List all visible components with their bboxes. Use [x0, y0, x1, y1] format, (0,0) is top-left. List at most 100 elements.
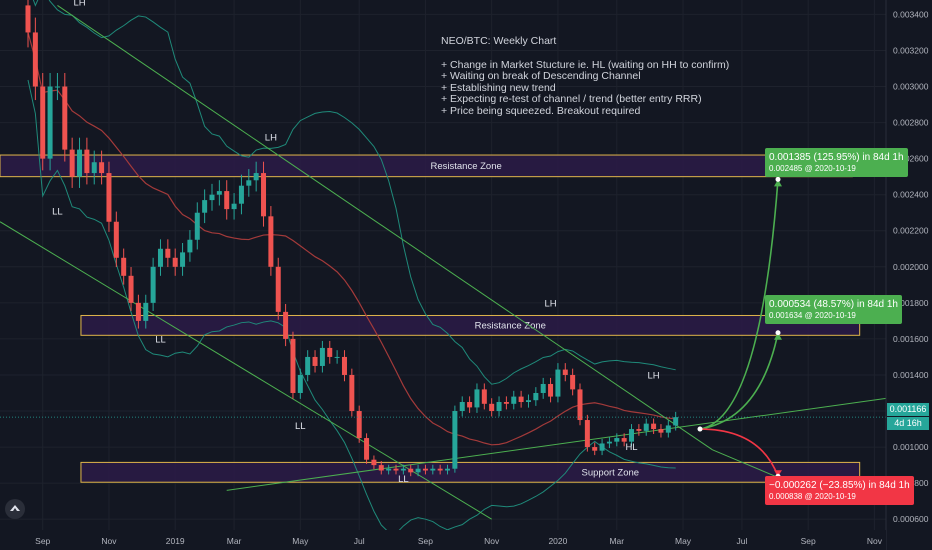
swing-labels: LH LH LL LL LL LL LH LH HL: [52, 0, 660, 485]
candle-body: [386, 468, 392, 471]
candle-body: [364, 438, 370, 460]
candle-body: [194, 212, 200, 240]
candle-body: [143, 302, 149, 321]
candle-body: [187, 239, 193, 253]
candles-layer: [25, 0, 679, 477]
candle-body: [327, 347, 333, 357]
candle-body: [467, 402, 473, 408]
candle-body: [540, 383, 546, 393]
time-tick-label: Nov: [101, 536, 117, 546]
projection-text: 0.001385 (125.95%) in 84d 1h: [769, 152, 904, 163]
candle-body: [246, 180, 252, 186]
time-tick-label: Nov: [867, 536, 883, 546]
candle-body: [305, 356, 311, 375]
projection-box-middle: 0.000534 (48.57%) in 84d 1h 0.001634 @ 2…: [765, 295, 902, 324]
price-tick-label: 0.003000: [893, 82, 929, 92]
tradingview-logo-icon[interactable]: [5, 499, 25, 519]
candle-body: [224, 191, 230, 210]
candle-body: [290, 338, 296, 393]
candle-body: [371, 459, 377, 466]
zone-label: Support Zone: [582, 467, 640, 478]
projection-arrowhead: [774, 179, 782, 187]
zone-box: [0, 154, 853, 178]
candle-body: [69, 149, 75, 177]
candle-body: [665, 425, 671, 433]
candle-body: [297, 374, 303, 393]
zone-box: [80, 461, 861, 483]
price-axis-bg: [886, 0, 932, 550]
swing-label: LH: [544, 298, 556, 309]
price-tick-label: 0.002000: [893, 262, 929, 272]
candle-body: [135, 302, 141, 321]
time-tick-label: Mar: [227, 536, 242, 546]
projection-box-upper: 0.001385 (125.95%) in 84d 1h 0.002485 @ …: [765, 148, 908, 177]
candle-body: [533, 392, 539, 401]
candle-body: [253, 173, 259, 181]
projection-arrows: [0, 176, 886, 479]
annotation-title: NEO/BTC: Weekly Chart: [441, 35, 557, 47]
candle-body: [643, 423, 649, 431]
projection-subtext: 0.000838 @ 2020-10-19: [769, 492, 856, 501]
swing-label: LH: [73, 0, 85, 8]
annotation-line: + Change in Market Stucture ie. HL (wait…: [441, 58, 730, 71]
time-tick-label: 2020: [548, 536, 567, 546]
candle-body: [592, 447, 598, 451]
candle-body: [47, 86, 53, 159]
price-tick-label: 0.002800: [893, 118, 929, 128]
channel-extension-line: [712, 449, 779, 479]
candle-body: [481, 389, 487, 404]
ascending-trendline: [226, 397, 887, 491]
candle-body: [474, 389, 480, 408]
zone-box: [80, 314, 861, 336]
projection-path: [699, 428, 779, 477]
candle-body: [202, 200, 208, 213]
candle-body: [393, 468, 399, 471]
candle-body: [172, 257, 178, 267]
channel-upper-line: [57, 4, 713, 451]
price-tick-label: 0.003400: [893, 9, 929, 19]
candle-body: [150, 266, 156, 303]
candle-body: [503, 402, 509, 404]
time-tick-label: Mar: [609, 536, 624, 546]
candle-body: [445, 468, 451, 471]
candle-body: [312, 356, 318, 366]
candle-body: [606, 441, 612, 444]
projection-origin-dot: [697, 426, 703, 432]
candle-body: [238, 185, 244, 204]
time-tick-label: Jul: [354, 536, 365, 546]
candle-body: [261, 173, 267, 217]
annotation-line: + Price being squeezed. Breakout require…: [441, 104, 641, 117]
candle-body: [91, 162, 97, 174]
projection-subtext: 0.002485 @ 2020-10-19: [769, 164, 856, 173]
annotation-line: + Waiting on break of Descending Channel: [441, 70, 641, 82]
candle-body: [40, 86, 46, 159]
price-tick-label: 0.001800: [893, 298, 929, 308]
candle-body: [216, 191, 222, 195]
candle-body: [555, 369, 561, 397]
candle-body: [548, 383, 554, 397]
projection-path: [699, 332, 779, 430]
candle-body: [121, 257, 127, 276]
candle-body: [54, 86, 60, 88]
zone-label: Resistance Zone: [475, 320, 546, 331]
candle-body: [658, 429, 664, 433]
candle-body: [25, 5, 31, 33]
swing-label: LH: [265, 133, 277, 144]
annotation-line: + Establishing new trend: [441, 81, 556, 94]
annotation-note: NEO/BTC: Weekly Chart + Change in Market…: [441, 35, 730, 117]
price-axis[interactable]: 0.0006000.0008000.0010000.0012000.001400…: [885, 0, 932, 550]
projection-target-dot: [775, 330, 781, 336]
bollinger-lower-line: [27, 79, 676, 535]
swing-label: LH: [648, 371, 660, 382]
price-tick-label: 0.001400: [893, 370, 929, 380]
candle-body: [356, 411, 362, 439]
projection-box-lower: −0.000262 (−23.85%) in 84d 1h 0.000838 @…: [765, 476, 914, 505]
time-axis[interactable]: Sep Nov 2019 Mar May Jul Sep Nov 2020 Mar May Jul Se…: [0, 530, 886, 550]
candle-body: [165, 248, 171, 258]
projection-arrowhead: [774, 332, 782, 340]
candle-body: [584, 420, 590, 448]
swing-label: LL: [52, 207, 63, 218]
candle-body: [629, 429, 635, 442]
price-tick-label: 0.001000: [893, 442, 929, 452]
